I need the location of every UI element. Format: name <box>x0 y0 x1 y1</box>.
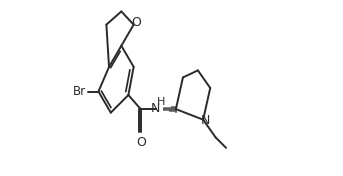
Text: O: O <box>136 136 146 149</box>
Text: O: O <box>131 16 141 29</box>
Text: N: N <box>201 114 210 127</box>
Text: N: N <box>151 102 160 115</box>
Text: H: H <box>157 97 165 107</box>
Text: Br: Br <box>73 85 86 98</box>
